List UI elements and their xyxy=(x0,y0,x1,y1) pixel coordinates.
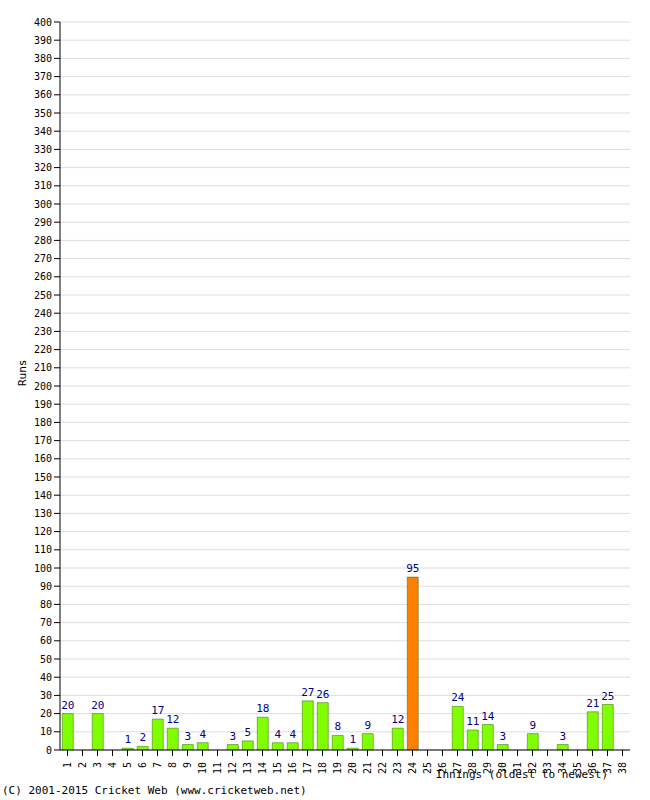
svg-text:18: 18 xyxy=(256,702,269,715)
svg-text:21: 21 xyxy=(362,762,373,774)
svg-text:95: 95 xyxy=(406,562,419,575)
svg-text:24: 24 xyxy=(451,691,465,704)
svg-text:3: 3 xyxy=(184,730,191,743)
svg-text:5: 5 xyxy=(122,762,133,768)
svg-text:4: 4 xyxy=(289,728,296,741)
svg-text:27: 27 xyxy=(301,686,314,699)
svg-text:9: 9 xyxy=(529,719,536,732)
svg-text:20: 20 xyxy=(61,699,74,712)
svg-text:3: 3 xyxy=(229,730,236,743)
svg-text:1: 1 xyxy=(349,733,356,746)
svg-text:1: 1 xyxy=(124,733,131,746)
svg-text:100: 100 xyxy=(34,563,52,574)
svg-text:6: 6 xyxy=(137,762,148,768)
svg-text:13: 13 xyxy=(242,762,253,774)
svg-text:340: 340 xyxy=(34,126,52,137)
svg-text:3: 3 xyxy=(499,730,506,743)
svg-text:300: 300 xyxy=(34,199,52,210)
svg-text:120: 120 xyxy=(34,526,52,537)
svg-text:1: 1 xyxy=(62,762,73,768)
svg-text:350: 350 xyxy=(34,108,52,119)
svg-text:310: 310 xyxy=(34,180,52,191)
svg-text:10: 10 xyxy=(40,726,52,737)
svg-text:4: 4 xyxy=(274,728,281,741)
svg-text:12: 12 xyxy=(166,713,179,726)
svg-text:190: 190 xyxy=(34,399,52,410)
svg-text:20: 20 xyxy=(347,762,358,774)
svg-text:4: 4 xyxy=(199,728,206,741)
svg-text:280: 280 xyxy=(34,235,52,246)
svg-text:230: 230 xyxy=(34,326,52,337)
svg-text:90: 90 xyxy=(40,581,52,592)
svg-text:23: 23 xyxy=(392,762,403,774)
svg-text:10: 10 xyxy=(197,762,208,774)
svg-text:16: 16 xyxy=(287,762,298,774)
svg-text:30: 30 xyxy=(40,690,52,701)
svg-text:270: 270 xyxy=(34,253,52,264)
svg-text:250: 250 xyxy=(34,290,52,301)
svg-text:9: 9 xyxy=(182,762,193,768)
svg-text:17: 17 xyxy=(151,704,164,717)
svg-text:15: 15 xyxy=(272,762,283,774)
svg-text:240: 240 xyxy=(34,308,52,319)
svg-text:19: 19 xyxy=(332,762,343,774)
svg-text:150: 150 xyxy=(34,472,52,483)
svg-text:130: 130 xyxy=(34,508,52,519)
svg-text:17: 17 xyxy=(302,762,313,774)
svg-text:260: 260 xyxy=(34,271,52,282)
svg-text:Innings (oldest to newest): Innings (oldest to newest) xyxy=(436,768,608,781)
svg-text:400: 400 xyxy=(34,17,52,28)
svg-text:14: 14 xyxy=(481,710,495,723)
svg-text:80: 80 xyxy=(40,599,52,610)
svg-text:320: 320 xyxy=(34,162,52,173)
svg-text:9: 9 xyxy=(364,719,371,732)
svg-text:40: 40 xyxy=(40,672,52,683)
svg-text:26: 26 xyxy=(316,688,329,701)
svg-text:18: 18 xyxy=(317,762,328,774)
svg-text:24: 24 xyxy=(407,762,418,774)
svg-text:370: 370 xyxy=(34,71,52,82)
svg-text:330: 330 xyxy=(34,144,52,155)
svg-text:20: 20 xyxy=(91,699,104,712)
svg-text:22: 22 xyxy=(377,762,388,774)
svg-text:380: 380 xyxy=(34,53,52,64)
svg-text:7: 7 xyxy=(152,762,163,768)
svg-text:210: 210 xyxy=(34,362,52,373)
svg-text:200: 200 xyxy=(34,381,52,392)
svg-text:2: 2 xyxy=(139,731,146,744)
svg-text:8: 8 xyxy=(167,762,178,768)
svg-text:11: 11 xyxy=(466,715,479,728)
svg-text:3: 3 xyxy=(92,762,103,768)
svg-text:290: 290 xyxy=(34,217,52,228)
svg-text:14: 14 xyxy=(257,762,268,774)
svg-text:390: 390 xyxy=(34,35,52,46)
svg-text:220: 220 xyxy=(34,344,52,355)
svg-text:11: 11 xyxy=(212,762,223,774)
svg-text:160: 160 xyxy=(34,453,52,464)
svg-text:110: 110 xyxy=(34,544,52,555)
svg-text:140: 140 xyxy=(34,490,52,501)
svg-text:70: 70 xyxy=(40,617,52,628)
svg-text:2: 2 xyxy=(77,762,88,768)
svg-text:Runs: Runs xyxy=(16,360,29,387)
svg-text:21: 21 xyxy=(586,697,599,710)
svg-text:180: 180 xyxy=(34,417,52,428)
svg-text:5: 5 xyxy=(244,726,251,739)
svg-text:0: 0 xyxy=(46,745,52,756)
svg-text:12: 12 xyxy=(227,762,238,774)
svg-text:170: 170 xyxy=(34,435,52,446)
svg-text:20: 20 xyxy=(40,708,52,719)
svg-text:25: 25 xyxy=(422,762,433,774)
svg-text:8: 8 xyxy=(334,720,341,733)
svg-text:60: 60 xyxy=(40,635,52,646)
svg-text:360: 360 xyxy=(34,89,52,100)
svg-text:50: 50 xyxy=(40,654,52,665)
html-text:(C) 2001-2015 Cricket Web (www: (C) 2001-2015 Cricket Web (www.cricketwe… xyxy=(2,784,307,797)
svg-text:38: 38 xyxy=(617,762,628,774)
svg-text:25: 25 xyxy=(601,690,614,703)
svg-text:4: 4 xyxy=(107,762,118,768)
svg-text:3: 3 xyxy=(559,730,566,743)
svg-text:12: 12 xyxy=(391,713,404,726)
